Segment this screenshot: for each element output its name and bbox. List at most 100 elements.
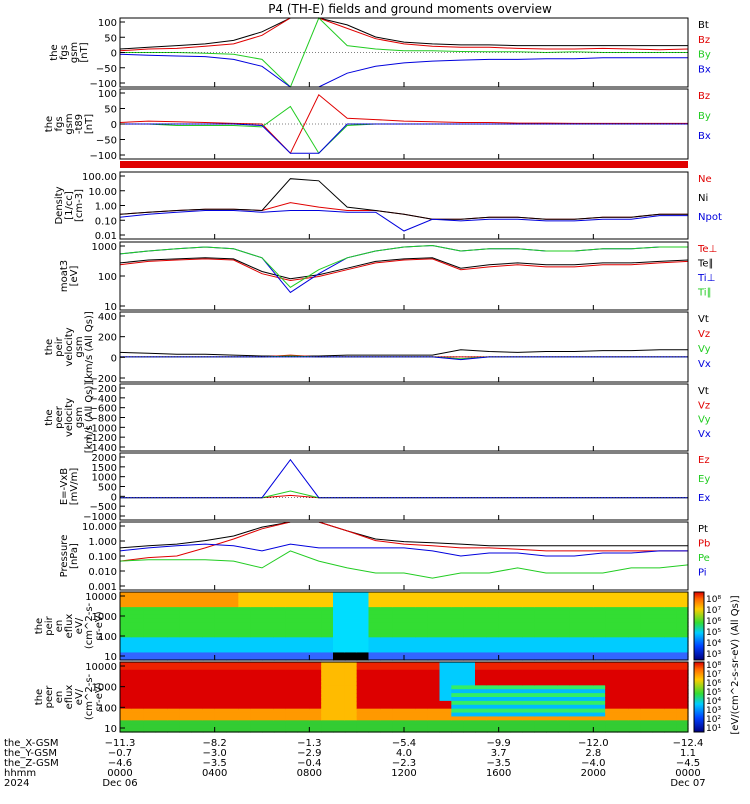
- panel-10-cell: [155, 708, 168, 714]
- panel-10-cell: [179, 700, 192, 706]
- panel-10-cell: [546, 681, 559, 686]
- panel-5-legend-0: Vt: [698, 314, 709, 325]
- panel-9-cell: [486, 599, 500, 604]
- panel-9-cell: [486, 633, 500, 638]
- panel-10-cell: [285, 720, 299, 725]
- panel-9-cell: [179, 626, 192, 631]
- panel-5-legend-3: Vx: [698, 359, 711, 370]
- panel-10-cell: [664, 665, 677, 671]
- panel-9-cell: [368, 629, 381, 635]
- panel-10-cell: [640, 681, 654, 686]
- panel-9-cell: [262, 629, 275, 635]
- panel-10-cell: [581, 720, 594, 725]
- panel-9-cell: [593, 614, 606, 620]
- panel-9-cell: [191, 633, 204, 638]
- panel-9-cell: [664, 618, 677, 623]
- panel-9-cell: [676, 633, 689, 638]
- panel-1-legend-0: Bt: [698, 20, 709, 31]
- panel-1-ylabel-2: gsm: [69, 42, 80, 63]
- panel-9-cell: [120, 618, 133, 623]
- panel-10-cell: [628, 716, 642, 721]
- xaxis-col-0-row-2: −4.6: [108, 758, 132, 769]
- panel-9-cell: [463, 614, 476, 620]
- panel-9-cell: [605, 644, 618, 650]
- panel-10-cell: [297, 700, 310, 706]
- panel-9-cell: [226, 610, 239, 616]
- panel-9-cell: [155, 622, 168, 627]
- panel-10-cell: [628, 697, 642, 702]
- panel-9-cell: [640, 610, 654, 616]
- panel-10-cell: [131, 681, 145, 686]
- panel-9-cell: [451, 603, 464, 608]
- panel-10-cell: [262, 669, 275, 675]
- panel-9-cell: [451, 637, 464, 642]
- panel-9-cell: [321, 614, 334, 620]
- panel-10-cell: [155, 728, 168, 733]
- panel-9-cell: [427, 637, 441, 642]
- panel-9-cell: [486, 618, 500, 623]
- panel-9-cell: [475, 629, 488, 635]
- panel-10-cell: [333, 673, 346, 679]
- panel-10-cell: [463, 716, 476, 721]
- panel-10-cell: [143, 697, 157, 702]
- panel-10-cell: [356, 724, 370, 729]
- panel-10-cell: [226, 669, 239, 675]
- panel-10-cell: [155, 724, 168, 729]
- panel-10-cell: [664, 708, 677, 714]
- panel-10-cell: [120, 685, 133, 690]
- panel-10-cell: [273, 685, 287, 690]
- panel-10-cell: [250, 724, 263, 729]
- panel-10-cell: [167, 716, 180, 721]
- panel-9-cell: [605, 599, 618, 604]
- panel-9-cell: [321, 644, 334, 650]
- panel-9-cell: [510, 603, 523, 608]
- panel-9-cell: [155, 633, 168, 638]
- panel-9-cell: [202, 648, 216, 654]
- panel-9-cell: [510, 633, 523, 638]
- panel-9-cell: [226, 648, 239, 654]
- colorbar-bottom-tick: 10²: [706, 715, 721, 725]
- panel-10-cell: [321, 693, 334, 698]
- panel-10-cell: [486, 697, 500, 702]
- panel-10-cell: [226, 685, 239, 690]
- panel-10-cell: [510, 704, 523, 710]
- panel-10-cell: [143, 693, 157, 698]
- panel-9-cell: [486, 629, 500, 635]
- panel-9-ylabel-0: the: [34, 618, 45, 634]
- panel-8-legend-3: Pi: [698, 568, 707, 579]
- panel-9-cell: [404, 626, 417, 631]
- panel-9-cell: [238, 637, 251, 642]
- panel-9-cell: [404, 622, 417, 627]
- panel-9-cell: [344, 607, 358, 612]
- panel-9-cell: [380, 641, 393, 646]
- panel-10-cell: [522, 700, 535, 706]
- panel-10-cell: [404, 720, 417, 725]
- panel-10-cell: [486, 689, 500, 694]
- panel-1-series-2: [120, 17, 688, 88]
- panel-10-cell: [273, 720, 287, 725]
- panel-10-cell: [273, 708, 287, 714]
- panel-10-cell: [605, 716, 618, 721]
- panel-9-cell: [617, 656, 630, 661]
- panel-9-cell: [475, 648, 488, 654]
- panel-10-cell: [202, 700, 216, 706]
- panel-6-legend-3: Vx: [698, 429, 711, 440]
- panel-10-cell: [427, 669, 441, 675]
- panel-10-cell: [356, 693, 370, 698]
- panel-9-cell: [676, 618, 689, 623]
- xaxis-col-6-row-0: −12.4: [673, 738, 704, 749]
- panel-9-cell: [238, 603, 251, 608]
- panel-10-cell: [676, 724, 689, 729]
- panel-10-cell: [451, 665, 464, 671]
- panel-9-cell: [498, 641, 512, 646]
- panel-9-cell: [392, 592, 405, 597]
- panel-10-cell: [250, 662, 263, 667]
- panel-7-ytick-label: −500: [90, 502, 117, 513]
- panel-9-cell: [664, 592, 677, 597]
- panel-10-cell: [368, 673, 381, 679]
- panel-10-cell: [143, 662, 157, 667]
- panel-9-cell: [498, 648, 512, 654]
- panel-9-cell: [321, 637, 334, 642]
- panel-9-cell: [534, 652, 547, 657]
- panel-10-cell: [120, 697, 133, 702]
